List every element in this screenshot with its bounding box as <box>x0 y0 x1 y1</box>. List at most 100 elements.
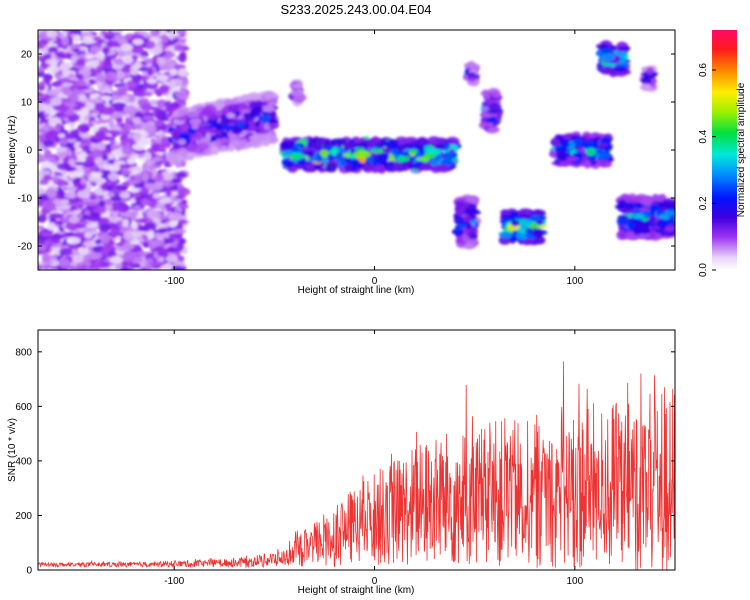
spectrogram-cell <box>122 219 129 228</box>
spectrogram-cell <box>85 53 95 60</box>
spectrogram-cell <box>54 104 68 112</box>
spectrogram-cell <box>181 109 189 116</box>
spectrogram-cell <box>44 131 57 141</box>
spectrogram-cell <box>50 233 65 240</box>
spectrogram-cell <box>157 247 170 256</box>
spectrogram-cell <box>357 150 371 158</box>
spectrogram-cell <box>46 202 56 212</box>
snr-ytick-label: 200 <box>15 511 32 522</box>
spectrogram-cell <box>344 141 356 150</box>
spectrogram-cell <box>573 138 583 147</box>
spectrogram-cell <box>74 161 86 166</box>
spectrogram-cell <box>56 178 65 187</box>
spectrogram-cell <box>56 162 71 171</box>
spectrogram-cell <box>50 96 62 107</box>
spectrogram-cell <box>124 105 137 115</box>
spectrogram-cell <box>599 67 613 75</box>
spectrogram-cell <box>146 78 158 84</box>
spectrogram-cell <box>46 30 58 38</box>
spectrogram-cell <box>464 222 473 230</box>
spectrogram-cell <box>153 88 167 95</box>
spectrogram-cell <box>54 51 64 56</box>
spectrogram-feature <box>279 135 462 174</box>
spectrogram-cell <box>464 208 478 216</box>
spectrogram-feature <box>595 40 631 78</box>
spectrogram-cell <box>665 210 675 217</box>
spectrogram-cell <box>488 102 502 112</box>
spectrogram-cell <box>38 250 45 255</box>
spectrogram-cell <box>453 229 464 236</box>
spectrogram-cell <box>430 159 439 166</box>
spectrogram-cell <box>145 182 158 191</box>
spectrogram-cell <box>45 58 59 65</box>
spectrogram-cell <box>90 171 102 178</box>
spectrogram-cell <box>463 243 475 249</box>
spectrogram-cell <box>91 149 104 158</box>
spectrogram-cell <box>200 109 212 115</box>
spectrogram-cell <box>73 48 80 53</box>
spectrogram-cell <box>635 195 642 203</box>
spectrogram-cell <box>42 139 55 148</box>
spectrogram-cell <box>168 232 182 239</box>
spectrogram-cell <box>145 58 154 65</box>
spectrogram-cell <box>260 114 270 123</box>
spectrogram-cell <box>39 118 49 124</box>
spectrogram-cell <box>38 244 48 251</box>
spectrogram-cell <box>62 157 69 163</box>
spectrogram-cell <box>325 145 333 151</box>
spectrogram-cell <box>226 112 236 119</box>
snr-ytick-label: 800 <box>15 347 32 358</box>
spectrogram-cell <box>93 207 107 214</box>
spectrogram-cell <box>60 199 71 205</box>
spectrogram-cell <box>148 164 157 171</box>
spectrogram-cell <box>241 138 248 147</box>
spectrogram-cell <box>104 35 114 40</box>
spectrogram-cell <box>95 178 104 186</box>
spectrogram-cell <box>168 30 175 41</box>
spectrogram-cell <box>638 228 651 234</box>
spectrogram-cell <box>61 69 70 78</box>
spectrogram-cell <box>132 143 146 151</box>
colorbar-ticks: 0.00.20.40.6 <box>698 63 716 277</box>
spectrogram-cell <box>105 40 120 48</box>
spectrogram-cell <box>107 191 116 198</box>
spectrogram-cell <box>99 217 110 225</box>
spectrogram-cell <box>500 231 513 239</box>
spectrogram-cell <box>176 242 185 252</box>
spectrogram-cell <box>483 90 491 100</box>
spectrogram-cell <box>370 148 383 154</box>
spectrogram-feature <box>639 65 659 92</box>
spectrogram-cell <box>521 219 534 227</box>
spectrogram-cell <box>120 237 127 245</box>
spectrogram-cell <box>75 58 86 66</box>
spectrogram-cell <box>65 222 79 231</box>
colorbar-tick-label: 0.0 <box>698 263 709 277</box>
spectrogram-cell <box>614 66 628 73</box>
spectrogram-feature <box>38 30 191 270</box>
spectrogram-cell <box>120 138 128 148</box>
spectrogram-xtick-label: 100 <box>566 276 583 287</box>
spectrogram-cell <box>38 97 47 104</box>
chart-title: S233.2025.243.00.04.E04 <box>280 2 431 17</box>
spectrogram-cell <box>229 139 241 147</box>
spectrogram-cell <box>110 143 120 151</box>
spectrogram-cell <box>151 56 159 66</box>
spectrogram-cell <box>186 151 195 161</box>
spectrogram-cell <box>171 265 185 270</box>
spectrogram-cell <box>196 142 210 151</box>
spectrogram-cell <box>133 183 145 189</box>
spectrogram-cell <box>129 211 139 217</box>
spectrogram-cell <box>90 212 102 219</box>
spectrogram-cell <box>568 140 575 150</box>
spectrogram-cell <box>562 160 573 167</box>
spectrogram-cell <box>165 255 178 263</box>
spectrogram-cell <box>134 90 148 98</box>
spectrogram-cell <box>582 141 593 149</box>
spectrogram-cell <box>111 90 121 96</box>
spectrogram-cell <box>131 231 143 237</box>
spectrogram-cell <box>63 232 77 237</box>
spectrogram-cell <box>80 178 88 185</box>
spectrogram-cell <box>144 91 153 97</box>
spectrogram-cell <box>297 158 306 166</box>
